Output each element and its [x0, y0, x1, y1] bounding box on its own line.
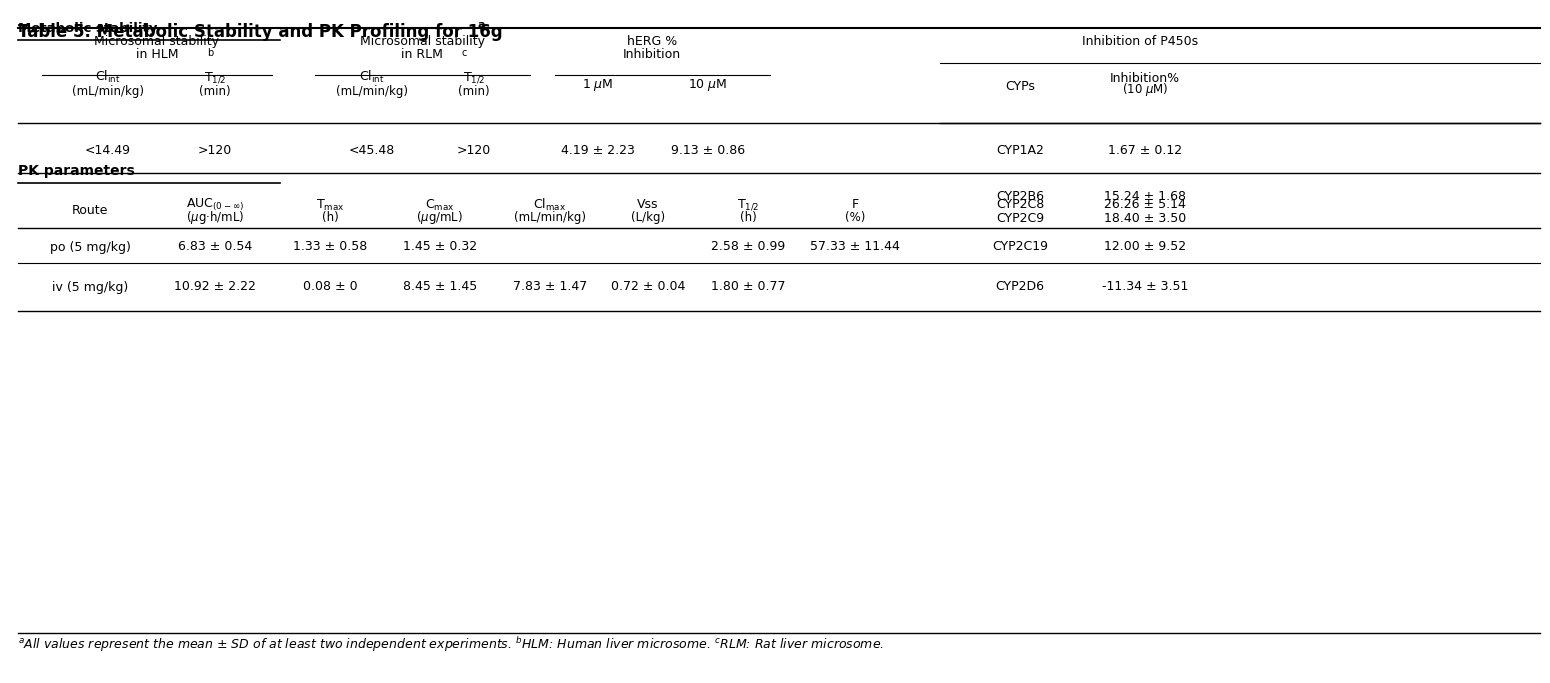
- Text: >120: >120: [457, 145, 491, 158]
- Text: 10 $\mu$M: 10 $\mu$M: [688, 77, 727, 93]
- Text: Cl$_{\rm int}$: Cl$_{\rm int}$: [95, 69, 121, 85]
- Text: a: a: [477, 20, 485, 30]
- Text: po (5 mg/kg): po (5 mg/kg): [50, 240, 130, 253]
- Text: 6.83 ± 0.54: 6.83 ± 0.54: [178, 240, 253, 253]
- Text: T$_{\rm max}$: T$_{\rm max}$: [316, 197, 344, 212]
- Text: CYP2C19: CYP2C19: [992, 240, 1048, 253]
- Text: Cl$_{\rm int}$: Cl$_{\rm int}$: [360, 69, 384, 85]
- Text: CYP1A2: CYP1A2: [997, 145, 1045, 158]
- Text: (%): (%): [845, 212, 865, 225]
- Text: -11.34 ± 3.51: -11.34 ± 3.51: [1102, 281, 1189, 294]
- Text: (mL/min/kg): (mL/min/kg): [336, 85, 408, 98]
- Text: 57.33 ± 11.44: 57.33 ± 11.44: [811, 240, 901, 253]
- Text: ($\mu$g/mL): ($\mu$g/mL): [417, 210, 463, 227]
- Text: (mL/min/kg): (mL/min/kg): [71, 85, 144, 98]
- Text: (min): (min): [459, 85, 490, 98]
- Text: iv (5 mg/kg): iv (5 mg/kg): [51, 281, 129, 294]
- Text: CYPs: CYPs: [1004, 80, 1035, 93]
- Text: T$_{1/2}$: T$_{1/2}$: [463, 70, 485, 85]
- Text: ($\mu$g·h/mL): ($\mu$g·h/mL): [186, 210, 245, 227]
- Text: 2.58 ± 0.99: 2.58 ± 0.99: [711, 240, 786, 253]
- Text: 0.08 ± 0: 0.08 ± 0: [302, 281, 358, 294]
- Text: CYP2C9: CYP2C9: [997, 212, 1045, 225]
- Text: T$_{1/2}$: T$_{1/2}$: [736, 197, 760, 212]
- Text: T$_{1/2}$: T$_{1/2}$: [203, 70, 226, 85]
- Text: (10 $\mu$M): (10 $\mu$M): [1122, 81, 1169, 98]
- Text: 0.72 ± 0.04: 0.72 ± 0.04: [611, 281, 685, 294]
- Text: 18.40 ± 3.50: 18.40 ± 3.50: [1104, 212, 1186, 225]
- Text: PK parameters: PK parameters: [19, 164, 135, 178]
- Text: Microsomal stability: Microsomal stability: [95, 35, 220, 48]
- Text: (h): (h): [322, 212, 338, 225]
- Text: hERG %: hERG %: [626, 35, 677, 48]
- Text: 9.13 ± 0.86: 9.13 ± 0.86: [671, 145, 746, 158]
- Text: Vss: Vss: [637, 199, 659, 212]
- Text: 1.33 ± 0.58: 1.33 ± 0.58: [293, 240, 367, 253]
- Text: Microsomal stability: Microsomal stability: [360, 35, 485, 48]
- Text: Route: Route: [71, 204, 108, 217]
- Text: >120: >120: [198, 145, 232, 158]
- Text: Inhibition of P450s: Inhibition of P450s: [1082, 35, 1198, 48]
- Text: (h): (h): [739, 212, 756, 225]
- Text: Metabolic stability: Metabolic stability: [19, 22, 158, 35]
- Text: Inhibition%: Inhibition%: [1110, 72, 1180, 85]
- Text: <14.49: <14.49: [85, 145, 132, 158]
- Text: AUC$_{(0-\infty)}$: AUC$_{(0-\infty)}$: [186, 197, 245, 213]
- Text: <45.48: <45.48: [349, 145, 395, 158]
- Text: b: b: [208, 48, 214, 58]
- Text: C$_{\rm max}$: C$_{\rm max}$: [425, 197, 454, 212]
- Text: 1 $\mu$M: 1 $\mu$M: [583, 77, 614, 93]
- Text: c: c: [462, 48, 468, 58]
- Text: 15.24 ± 1.68: 15.24 ± 1.68: [1104, 189, 1186, 202]
- Text: 12.00 ± 9.52: 12.00 ± 9.52: [1104, 240, 1186, 253]
- Text: 26.26 ± 5.14: 26.26 ± 5.14: [1104, 199, 1186, 212]
- Text: 1.45 ± 0.32: 1.45 ± 0.32: [403, 240, 477, 253]
- Text: (mL/min/kg): (mL/min/kg): [515, 212, 586, 225]
- Text: 4.19 ± 2.23: 4.19 ± 2.23: [561, 145, 636, 158]
- Text: in HLM: in HLM: [136, 48, 178, 61]
- Text: 1.67 ± 0.12: 1.67 ± 0.12: [1108, 145, 1183, 158]
- Text: 1.80 ± 0.77: 1.80 ± 0.77: [711, 281, 786, 294]
- Text: in RLM: in RLM: [401, 48, 443, 61]
- Text: $^{a}$All values represent the mean $\pm$ SD of at least two independent experim: $^{a}$All values represent the mean $\pm…: [19, 636, 883, 654]
- Text: (min): (min): [200, 85, 231, 98]
- Text: Table 5. Metabolic Stability and PK Profiling for 16g: Table 5. Metabolic Stability and PK Prof…: [19, 23, 502, 41]
- Text: Inhibition: Inhibition: [623, 48, 680, 61]
- Text: CYP2B6: CYP2B6: [997, 189, 1045, 202]
- Text: Cl$_{\rm max}$: Cl$_{\rm max}$: [533, 197, 567, 213]
- Text: 8.45 ± 1.45: 8.45 ± 1.45: [403, 281, 477, 294]
- Text: (L/kg): (L/kg): [631, 212, 665, 225]
- Text: CYP2C8: CYP2C8: [995, 199, 1045, 212]
- Text: CYP2D6: CYP2D6: [995, 281, 1045, 294]
- Text: 7.83 ± 1.47: 7.83 ± 1.47: [513, 281, 587, 294]
- Text: F: F: [851, 199, 859, 212]
- Text: 10.92 ± 2.22: 10.92 ± 2.22: [174, 281, 256, 294]
